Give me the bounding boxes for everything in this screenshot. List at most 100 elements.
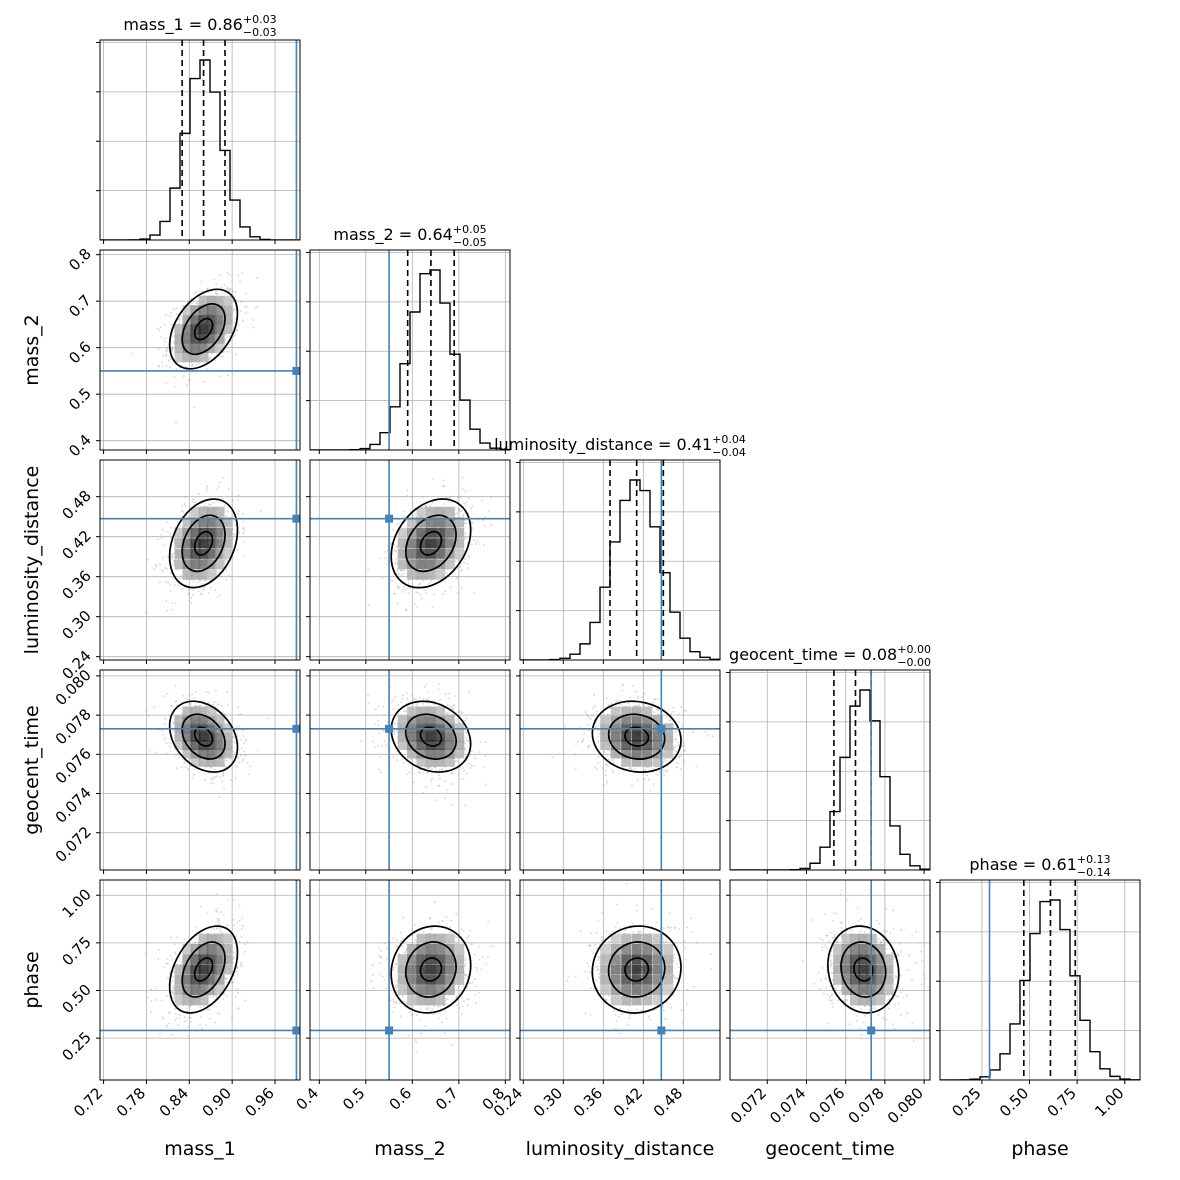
sample-point [155,565,158,568]
sample-point [677,741,679,744]
sample-point [663,758,666,761]
sample-point [584,711,587,713]
sample-point [412,515,414,518]
sample-point [234,353,237,356]
sample-point [393,695,396,698]
density-cell [198,706,209,717]
sample-point [420,597,423,600]
sample-point [233,307,235,310]
sample-point [239,713,242,716]
sample-point [610,759,613,762]
sample-point [228,273,231,276]
sample-point [411,677,414,680]
sample-point [456,760,459,763]
sample-point [178,1013,181,1016]
sample-point [589,717,592,720]
sample-point [202,502,205,504]
sample-point [447,500,450,503]
contour-level-2 [168,700,239,773]
sample-point [221,711,224,714]
sample-point [237,509,240,512]
truth-marker [657,724,666,733]
sample-point [588,744,591,747]
panel-luminosity_distance-vs-mass_1: 0.240.300.360.420.48 [58,454,301,683]
sample-point [188,693,191,696]
sample-point [411,769,414,772]
sample-point [190,302,193,305]
sample-point [601,766,604,769]
sample-point [243,554,246,557]
sample-point [396,707,399,710]
density-cell [444,506,455,517]
sample-point [185,366,188,369]
sample-point [607,704,610,707]
density-cell [222,748,233,759]
sample-point [655,708,658,711]
sample-point [471,527,474,530]
sample-point [576,740,579,743]
density-cell [222,527,233,538]
sample-point [680,754,683,757]
sample-point [196,302,199,305]
sample-point [236,328,239,331]
sample-point [210,779,213,782]
sample-point [197,590,200,593]
sample-point [662,768,665,771]
sample-point [184,504,187,507]
sample-point [170,704,173,707]
sample-point [184,496,187,499]
sample-point [231,291,234,294]
sample-point [180,575,182,577]
sample-point [443,580,446,583]
sample-point [711,735,714,738]
sample-point [414,698,417,701]
sample-point [172,722,175,724]
sample-point [165,350,168,353]
sample-point [202,380,205,383]
sample-point [214,689,217,692]
sample-point [234,764,237,767]
sample-point [433,593,436,596]
sample-point [225,569,228,572]
sample-point [674,738,677,741]
sample-point [226,287,229,290]
density-cell [174,342,185,353]
sample-point [219,930,222,933]
sample-point [175,754,177,757]
density-cell [407,517,418,528]
sample-point [162,556,165,559]
sample-point [389,543,392,546]
density-cell [198,295,209,306]
sample-point [165,347,168,350]
sample-point [483,765,485,768]
density-cell [206,517,217,528]
sample-point [222,997,225,1000]
sample-point [231,290,234,293]
sample-point [222,774,225,777]
sample-point [221,779,224,782]
sample-point [675,766,678,769]
contour-level-1 [607,713,666,760]
sample-point [148,749,151,752]
sample-point [656,698,659,701]
sample-point [232,454,234,456]
sample-point [377,719,380,722]
sample-point [669,719,672,722]
sample-point [170,555,173,558]
sample-point [393,592,396,595]
sample-point [218,918,221,921]
sample-point [405,609,408,612]
sample-point [218,921,221,924]
sample-point [451,783,454,785]
sample-point [228,288,230,291]
sample-point [188,599,191,602]
sample-point [164,340,167,343]
density-cell [174,527,185,538]
sample-point [171,323,173,326]
sample-point [466,562,469,565]
sample-point [207,592,210,594]
density-cell [174,740,185,750]
density-cell [652,731,663,742]
sample-point [422,495,425,498]
contour-level-1 [181,514,226,573]
